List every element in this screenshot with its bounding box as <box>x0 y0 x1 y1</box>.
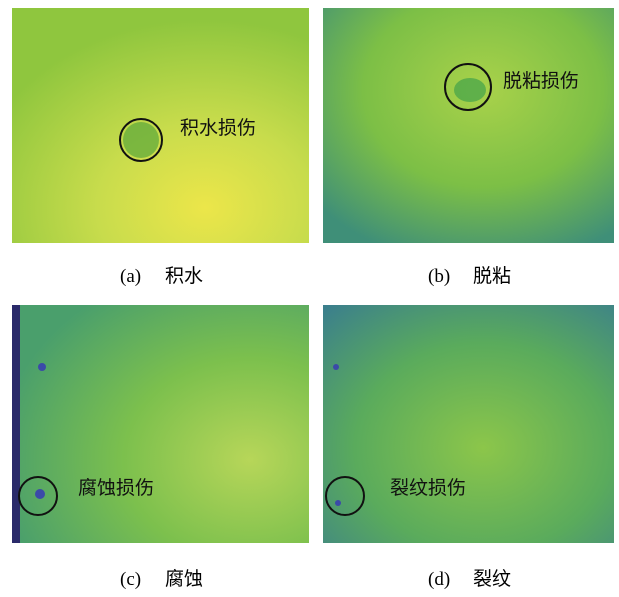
edge <box>12 305 20 543</box>
spot <box>38 363 46 371</box>
annotation: 积水损伤 <box>180 117 256 139</box>
image-c <box>12 305 309 543</box>
image-d <box>323 305 614 543</box>
spot <box>333 364 339 370</box>
figure: 积水损伤 脱粘损伤 腐蚀损伤 裂纹损伤 (a) 积水 (b) 脱粘 (c) 腐蚀… <box>0 0 619 597</box>
caption-tag: (b) <box>428 266 450 287</box>
annotation: 腐蚀损伤 <box>78 477 154 499</box>
caption: 积水 <box>165 265 203 287</box>
caption: 腐蚀 <box>165 568 203 590</box>
annotation: 裂纹损伤 <box>390 477 466 499</box>
spot <box>123 122 159 158</box>
caption-tag: (a) <box>120 266 141 287</box>
annotation: 脱粘损伤 <box>503 70 579 92</box>
image-a <box>12 8 309 243</box>
caption: 脱粘 <box>473 265 511 287</box>
caption: 裂纹 <box>473 568 511 590</box>
caption-tag: (d) <box>428 569 450 590</box>
spot <box>454 78 486 102</box>
spot <box>335 500 341 506</box>
image-b <box>323 8 614 243</box>
caption-tag: (c) <box>120 569 141 590</box>
spot <box>35 489 45 499</box>
